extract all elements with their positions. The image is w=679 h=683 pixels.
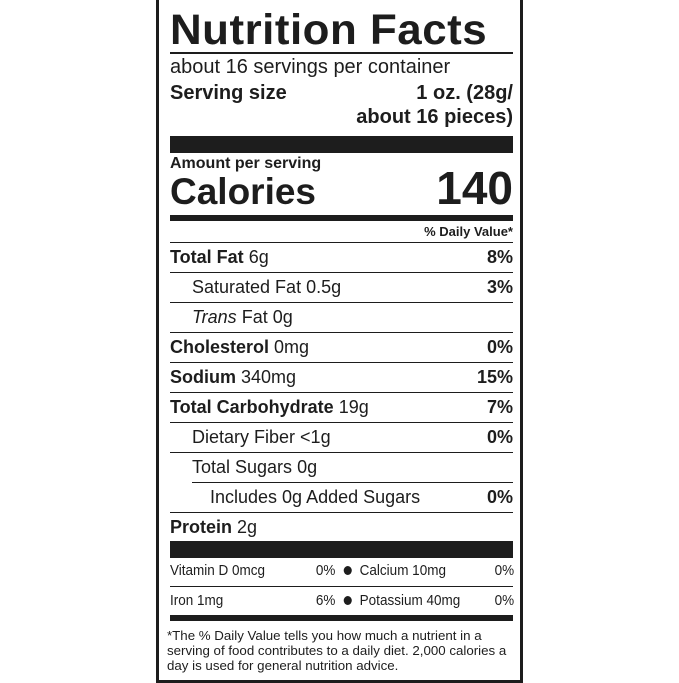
nutrient-amount: 0g <box>297 457 318 477</box>
nutrient-row: Cholesterol 0mg 0% <box>170 332 513 362</box>
nutrient-name: Total Carbohydrate <box>170 397 334 417</box>
nutrient-amount: 2g <box>237 517 258 537</box>
thick-bar <box>170 541 513 558</box>
nutrient-amount: 0mg <box>274 337 310 357</box>
nutrient-row: Trans Fat 0g <box>170 302 513 332</box>
nutrient-name: Protein <box>170 517 233 537</box>
nutrient-label: Cholesterol 0mg <box>170 332 309 362</box>
nutrient-daily-value: 8% <box>486 247 513 267</box>
divider <box>170 586 513 587</box>
medium-bar <box>170 215 513 221</box>
nutrient-amount: <1g <box>300 427 331 447</box>
nutrient-row: Includes 0g Added Sugars 0% <box>170 482 513 512</box>
divider <box>170 272 513 273</box>
nutrient-name: Sodium <box>170 367 236 387</box>
nutrient-row: Total Fat 6g 8% <box>170 242 513 272</box>
nutrient-label: Total Sugars 0g <box>170 452 317 482</box>
nutrient-amount: 6g <box>248 247 269 267</box>
nutrient-daily-value: 0% <box>486 427 513 447</box>
divider <box>170 452 513 453</box>
nutrient-amount: 340mg <box>241 367 297 387</box>
divider <box>170 302 513 303</box>
calories-row: Calories 140 <box>170 162 513 214</box>
nutrient-name-suffix: Fat <box>241 307 268 327</box>
serving-size: Serving size 1 oz. (28g/ <box>170 82 513 105</box>
nutrient-label: Protein 2g <box>170 512 257 542</box>
divider <box>170 362 513 363</box>
servings-per-container: about 16 servings per container <box>170 56 513 79</box>
divider <box>192 482 513 483</box>
nutrient-row: Protein 2g <box>170 512 513 542</box>
daily-value-header: % Daily Value* <box>170 224 513 239</box>
vitamin-left: Iron 1mg <box>170 592 224 609</box>
nutrient-name: Total Sugars <box>192 457 293 477</box>
divider <box>170 332 513 333</box>
vitamin-left-dv: 6% <box>315 592 336 609</box>
divider <box>170 242 513 243</box>
nutrient-daily-value: 7% <box>486 397 513 417</box>
nutrient-label: Includes 0g Added Sugars <box>170 482 420 512</box>
nutrient-label: Saturated Fat 0.5g <box>170 272 341 302</box>
nutrient-daily-value: 3% <box>486 277 513 297</box>
footnote: *The % Daily Value tells you how much a … <box>167 628 507 673</box>
servings-text: about 16 servings per container <box>170 56 451 78</box>
nutrient-amount: 19g <box>338 397 369 417</box>
nutrient-daily-value: 15% <box>476 367 513 387</box>
nutrient-name: Saturated Fat <box>192 277 302 297</box>
vitamin-left: Vitamin D 0mcg <box>170 562 266 579</box>
nutrient-name: Includes 0g Added Sugars <box>210 487 421 507</box>
nutrient-label: Total Carbohydrate 19g <box>170 392 369 422</box>
serving-size-value-1: 1 oz. (28g/ <box>416 82 513 104</box>
calories-value: 140 <box>436 162 513 214</box>
label-title: Nutrition Facts <box>170 6 488 54</box>
nutrient-label: Total Fat 6g <box>170 242 269 272</box>
nutrient-daily-value: 0% <box>486 487 513 507</box>
divider <box>170 52 513 54</box>
thick-bar <box>170 136 513 153</box>
nutrient-name: Trans <box>192 307 237 327</box>
nutrient-name: Cholesterol <box>170 337 270 357</box>
nutrient-amount: 0g <box>272 307 293 327</box>
nutrient-row: Sodium 340mg 15% <box>170 362 513 392</box>
nutrient-name: Dietary Fiber <box>192 427 296 447</box>
vitamin-right: Calcium 10mg <box>359 562 446 579</box>
amount-per-serving: Amount per serving <box>170 155 513 173</box>
divider <box>170 392 513 393</box>
bullet-icon <box>343 566 352 575</box>
serving-size-line2: about 16 pieces) <box>170 106 513 129</box>
daily-value-text: % Daily Value* <box>424 224 513 239</box>
divider <box>170 512 513 513</box>
nutrient-name: Total Fat <box>170 247 244 267</box>
vitamin-right-dv: 0% <box>494 562 515 579</box>
vitamin-row: Vitamin D 0mcg 0% Calcium 10mg 0% <box>170 556 515 586</box>
nutrition-facts-label: Nutrition Facts about 16 servings per co… <box>156 0 523 683</box>
vitamin-right: Potassium 40mg <box>359 592 461 609</box>
serving-size-value-2: about 16 pieces) <box>356 106 513 128</box>
nutrient-label: Sodium 340mg <box>170 362 296 392</box>
serving-size-label: Serving size <box>170 82 287 104</box>
nutrient-label: Trans Fat 0g <box>170 302 293 332</box>
nutrient-row: Total Sugars 0g <box>170 452 513 482</box>
divider <box>170 422 513 423</box>
calories-label: Calories <box>170 171 317 212</box>
nutrient-row: Saturated Fat 0.5g 3% <box>170 272 513 302</box>
vitamin-left-dv: 0% <box>315 562 336 579</box>
nutrient-label: Dietary Fiber <1g <box>170 422 331 452</box>
amount-per-serving-text: Amount per serving <box>170 155 322 172</box>
nutrient-row: Dietary Fiber <1g 0% <box>170 422 513 452</box>
vitamin-right-dv: 0% <box>494 592 515 609</box>
nutrient-daily-value: 0% <box>486 337 513 357</box>
nutrient-row: Total Carbohydrate 19g 7% <box>170 392 513 422</box>
vitamin-row: Iron 1mg 6% Potassium 40mg 0% <box>170 586 515 616</box>
bullet-icon <box>343 596 352 605</box>
nutrient-amount: 0.5g <box>306 277 342 297</box>
medium-bar <box>170 615 513 621</box>
